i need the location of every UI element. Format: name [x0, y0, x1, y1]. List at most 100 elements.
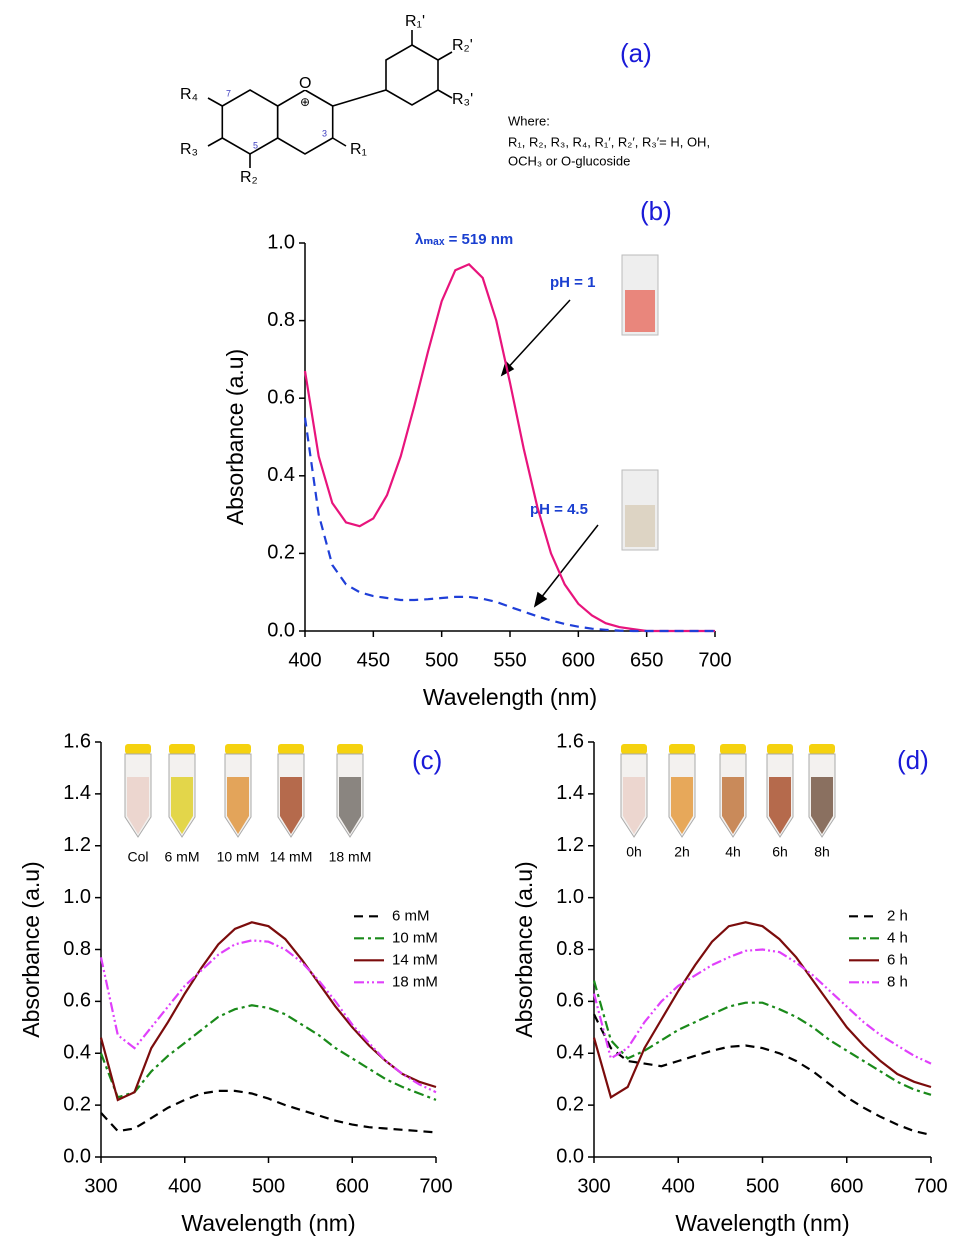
arrowhead	[533, 591, 548, 608]
substituent: R₂	[240, 169, 258, 186]
tube-liquid	[769, 777, 791, 834]
substituent: R₃'	[452, 91, 473, 108]
tube-liquid	[127, 777, 149, 834]
x-tick-label: 700	[914, 1175, 947, 1197]
tube-liquid	[339, 777, 361, 834]
x-tick-label: 400	[168, 1175, 201, 1197]
tube-label: 18 mM	[329, 849, 372, 865]
tube-cap	[169, 744, 195, 754]
tube-cap	[669, 744, 695, 754]
panel-label: (d)	[897, 745, 929, 775]
x-tick-label: 700	[698, 649, 731, 671]
x-tick-label: 600	[336, 1175, 369, 1197]
x-tick-label: 700	[419, 1175, 452, 1197]
legend-label: 18 mM	[392, 973, 438, 990]
y-tick-label: 0.0	[63, 1145, 91, 1167]
tube-liquid	[671, 777, 693, 834]
tube-label: Col	[127, 849, 148, 865]
legend-label: 2 h	[887, 907, 908, 924]
x-tick-label: 500	[746, 1175, 779, 1197]
substituent: R₂'	[452, 37, 473, 54]
series-line	[593, 1013, 932, 1137]
substituent: R₁'	[405, 13, 425, 30]
arrows	[500, 299, 599, 608]
series-line	[592, 921, 932, 1099]
legend-label: 6 h	[887, 951, 908, 968]
tube-cap	[621, 744, 647, 754]
tube-label: 2h	[674, 844, 690, 860]
y-tick-label: 1.2	[556, 834, 584, 856]
tube-label: 8h	[814, 844, 830, 860]
tube-cap	[767, 744, 793, 754]
y-tick-label: 1.6	[63, 730, 91, 752]
substituent: R₃	[180, 141, 198, 158]
legend-label: 6 mM	[392, 907, 430, 924]
panel-label: (b)	[640, 196, 672, 226]
y-tick-label: 0.2	[556, 1093, 584, 1115]
tube-liquid	[171, 777, 193, 834]
legend-label: 4 h	[887, 929, 908, 946]
substituent: R₁	[350, 141, 367, 158]
y-tick-label: 0.8	[267, 309, 295, 331]
cuvette-liquid	[625, 290, 655, 332]
legend-label: 14 mM	[392, 951, 438, 968]
x-axis-title: Wavelength (nm)	[423, 684, 597, 710]
panel-label: (a)	[620, 38, 652, 68]
series-line	[592, 980, 932, 1096]
bond	[437, 89, 453, 99]
tube-label: 6h	[772, 844, 788, 860]
y-tick-label: 1.2	[63, 834, 91, 856]
x-tick-label: 650	[630, 649, 663, 671]
series-line	[100, 1089, 437, 1134]
series-label: pH = 1	[550, 274, 595, 291]
tube-cap	[720, 744, 746, 754]
y-tick-label: 0.8	[63, 938, 91, 960]
y-tick-label: 0.0	[556, 1145, 584, 1167]
y-tick-label: 0.2	[267, 542, 295, 564]
series-label: pH = 4.5	[530, 501, 588, 518]
ring-b	[385, 44, 439, 106]
x-tick-label: 400	[662, 1175, 695, 1197]
tube-label: 0h	[626, 844, 642, 860]
x-tick-label: 550	[493, 649, 526, 671]
tube-cap	[225, 744, 251, 754]
tube-label: 6 mM	[165, 849, 200, 865]
y-axis-title: Absorbance (a.u)	[511, 861, 537, 1037]
structure	[207, 30, 453, 168]
bond	[332, 89, 387, 107]
y-tick-label: 1.0	[267, 231, 295, 253]
y-tick-label: 0.4	[556, 1042, 584, 1064]
y-axis-title: Absorbance (a.u)	[18, 861, 44, 1037]
x-axis-title: Wavelength (nm)	[675, 1210, 849, 1236]
tube-label: 4h	[725, 844, 741, 860]
bond	[437, 51, 453, 61]
y-axis-title: Absorbance (a.u)	[222, 349, 248, 525]
y-tick-label: 1.0	[556, 886, 584, 908]
arrow	[536, 524, 599, 604]
x-tick-label: 500	[425, 649, 458, 671]
charge: ⊕	[300, 95, 310, 109]
y-tick-label: 0.0	[267, 619, 295, 641]
tube-liquid	[623, 777, 645, 834]
tube-cap	[809, 744, 835, 754]
x-tick-label: 500	[252, 1175, 285, 1197]
x-tick-label: 450	[357, 649, 390, 671]
note: Where:	[508, 113, 550, 128]
series-line	[99, 1004, 437, 1101]
annotation: λₘₐₓ = 519 nm	[415, 231, 513, 248]
y-tick-label: 0.6	[267, 386, 295, 408]
tube-cap	[337, 744, 363, 754]
y-tick-label: 0.6	[63, 990, 91, 1012]
panel-label: (c)	[412, 745, 442, 775]
bond	[207, 137, 223, 147]
bond	[207, 97, 223, 107]
arrow	[503, 299, 571, 373]
tube-label: 14 mM	[270, 849, 313, 865]
legend-label: 10 mM	[392, 929, 438, 946]
series-line	[592, 948, 932, 1065]
bond	[332, 137, 347, 147]
tube-liquid	[722, 777, 744, 834]
note: R₁, R₂, R₃, R₄, R₁′, R₂′, R₃′= H, OH,	[508, 134, 710, 149]
y-tick-label: 1.6	[556, 730, 584, 752]
